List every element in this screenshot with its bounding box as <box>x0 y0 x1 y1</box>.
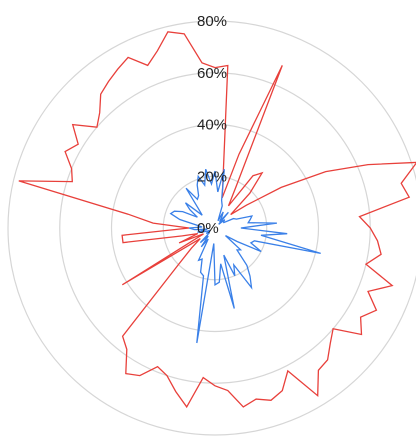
grid-ring-4 <box>7 20 416 436</box>
tick-label-2: 40% <box>197 117 227 134</box>
tick-label-1: 20% <box>197 168 227 185</box>
grid-ring-2 <box>110 123 320 333</box>
tick-label-3: 60% <box>197 65 227 82</box>
tick-label-0: 0% <box>197 220 219 237</box>
radial-tick-labels: 0% 20% 40% 60% 80% <box>197 13 227 237</box>
series-2-polygon <box>169 168 321 344</box>
series-1-polygon <box>18 31 416 409</box>
data-series <box>18 31 416 409</box>
tick-label-4: 80% <box>197 13 227 30</box>
